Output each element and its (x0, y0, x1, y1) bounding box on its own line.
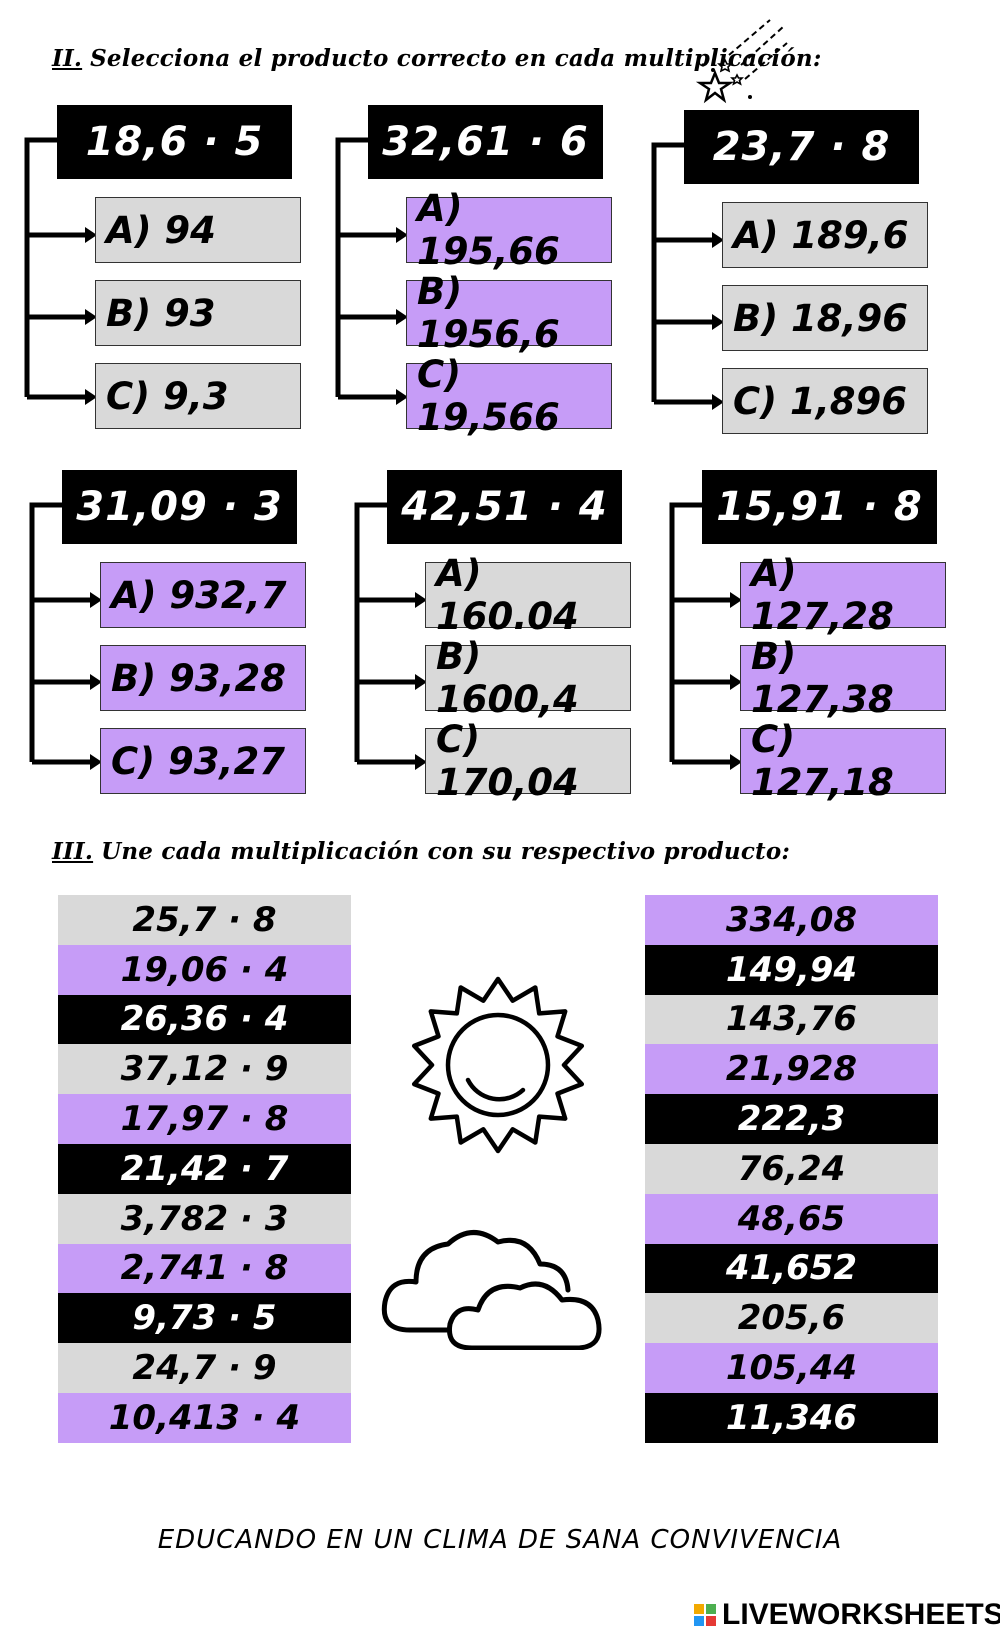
multiplication-item[interactable]: 10,413 · 4 (58, 1392, 351, 1443)
multiplication-item[interactable]: 19,06 · 4 (58, 944, 351, 995)
multiplication-item[interactable]: 26,36 · 4 (58, 994, 351, 1045)
section-3-heading: III. Une cada multiplicación con su respe… (52, 838, 790, 865)
multiplication-group-1: 18,6 · 5 A) 94 B) 93 C) 9,3 (24, 105, 315, 445)
multiplication-item[interactable]: 3,782 · 3 (58, 1193, 351, 1244)
product-item[interactable]: 41,652 (645, 1243, 938, 1294)
multiplication-group-6: 15,91 · 8 A) 127,28 B) 127,38 C) 127,18 (669, 470, 960, 810)
option-c[interactable]: C) 127,18 (740, 718, 946, 804)
product-item[interactable]: 11,346 (645, 1392, 938, 1443)
product-item[interactable]: 105,44 (645, 1343, 938, 1393)
section-3-number: III. (52, 838, 94, 865)
option-c[interactable]: C) 1,896 (722, 368, 928, 434)
problem-label: 31,09 · 3 (62, 470, 297, 544)
product-item[interactable]: 21,928 (645, 1044, 938, 1095)
multiplication-column: 25,7 · 8 19,06 · 4 26,36 · 4 37,12 · 9 1… (58, 895, 351, 1443)
multiplication-item[interactable]: 25,7 · 8 (58, 895, 351, 945)
multiplication-item[interactable]: 24,7 · 9 (58, 1343, 351, 1393)
option-c[interactable]: C) 93,27 (100, 728, 306, 794)
shooting-stars-icon (695, 19, 788, 104)
connector-arrows-icon (29, 502, 102, 770)
option-a[interactable]: A) 127,28 (740, 552, 946, 638)
option-a[interactable]: A) 189,6 (722, 202, 928, 268)
option-b[interactable]: B) 93,28 (100, 645, 306, 711)
connector-arrows-icon (24, 137, 97, 405)
option-a[interactable]: A) 160.04 (425, 552, 631, 638)
multiplication-group-4: 31,09 · 3 A) 932,7 B) 93,28 C) 93,27 (29, 470, 320, 810)
problem-label: 15,91 · 8 (702, 470, 937, 544)
multiplication-item[interactable]: 17,97 · 8 (58, 1094, 351, 1144)
liveworksheets-logo-icon (694, 1604, 716, 1626)
product-item[interactable]: 205,6 (645, 1293, 938, 1344)
option-a[interactable]: A) 94 (95, 197, 301, 263)
brand-name: LIVEWORKSHEETS (722, 1598, 1000, 1631)
product-column: 334,08 149,94 143,76 21,928 222,3 76,24 … (645, 895, 938, 1443)
problem-label: 18,6 · 5 (57, 105, 292, 179)
option-b[interactable]: B) 127,38 (740, 635, 946, 721)
multiplication-item[interactable]: 2,741 · 8 (58, 1243, 351, 1294)
connector-arrows-icon (669, 502, 742, 770)
section-2-title: Selecciona el producto correcto en cada … (90, 45, 822, 72)
option-c[interactable]: C) 19,566 (406, 353, 612, 439)
option-b[interactable]: B) 1956,6 (406, 270, 612, 356)
footer-slogan: EDUCANDO EN UN CLIMA DE SANA CONVIVENCIA (157, 1525, 843, 1555)
section-2-number: II. (52, 45, 83, 72)
option-a[interactable]: A) 195,66 (406, 187, 612, 273)
multiplication-group-2: 32,61 · 6 A) 195,66 B) 1956,6 C) 19,566 (335, 105, 626, 445)
multiplication-item[interactable]: 9,73 · 5 (58, 1293, 351, 1344)
multiplication-group-5: 42,51 · 4 A) 160.04 B) 1600,4 C) 170,04 (354, 470, 645, 810)
liveworksheets-logo: LIVEWORKSHEETS (694, 1598, 1000, 1632)
product-item[interactable]: 143,76 (645, 994, 938, 1045)
sun-icon (411, 976, 585, 1154)
option-b[interactable]: B) 18,96 (722, 285, 928, 351)
multiplication-item[interactable]: 21,42 · 7 (58, 1143, 351, 1194)
connector-arrows-icon (335, 137, 408, 405)
product-item[interactable]: 334,08 (645, 895, 938, 945)
option-b[interactable]: B) 1600,4 (425, 635, 631, 721)
option-c[interactable]: C) 9,3 (95, 363, 301, 429)
option-c[interactable]: C) 170,04 (425, 718, 631, 804)
section-2-heading: II. Selecciona el producto correcto en ca… (52, 45, 822, 72)
connector-arrows-icon (354, 502, 427, 770)
product-item[interactable]: 149,94 (645, 944, 938, 995)
product-item[interactable]: 76,24 (645, 1143, 938, 1194)
cloud-icon (381, 1230, 602, 1350)
problem-label: 23,7 · 8 (684, 110, 919, 184)
multiplication-group-3: 23,7 · 8 A) 189,6 B) 18,96 C) 1,896 (651, 110, 942, 450)
section-3-title: Une cada multiplicación con su respectiv… (101, 838, 791, 865)
connector-arrows-icon (651, 142, 724, 410)
multiplication-item[interactable]: 37,12 · 9 (58, 1044, 351, 1095)
option-b[interactable]: B) 93 (95, 280, 301, 346)
problem-label: 42,51 · 4 (387, 470, 622, 544)
product-item[interactable]: 48,65 (645, 1193, 938, 1244)
product-item[interactable]: 222,3 (645, 1094, 938, 1144)
option-a[interactable]: A) 932,7 (100, 562, 306, 628)
problem-label: 32,61 · 6 (368, 105, 603, 179)
